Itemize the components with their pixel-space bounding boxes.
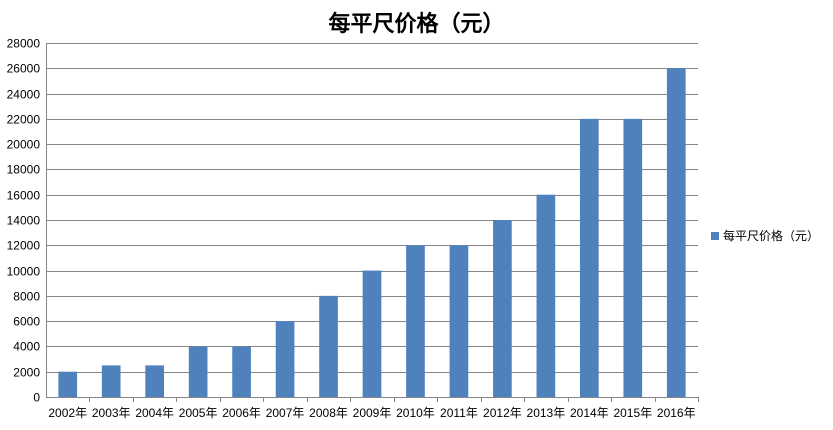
y-tick-label: 24000 — [7, 88, 41, 102]
y-tick-label: 10000 — [7, 265, 41, 279]
y-tick-label: 6000 — [13, 315, 40, 329]
legend: 每平尺价格（元） — [711, 228, 819, 243]
x-tick-label: 2006年 — [222, 406, 261, 420]
bar — [362, 270, 382, 397]
x-tick-label: 2015年 — [613, 406, 652, 420]
y-tick-label: 28000 — [7, 37, 41, 51]
y-tick-label: 14000 — [7, 214, 41, 228]
legend-label: 每平尺价格（元） — [723, 228, 819, 243]
x-tick-label: 2010年 — [396, 406, 435, 420]
x-tick-label: 2009年 — [353, 406, 392, 420]
y-tick-label: 2000 — [13, 366, 40, 380]
x-tick-label: 2016年 — [657, 406, 696, 420]
y-tick-label: 20000 — [7, 138, 41, 152]
chart-title: 每平尺价格（元） — [328, 12, 505, 37]
x-tick-label: 2007年 — [266, 406, 305, 420]
bar — [145, 365, 165, 397]
y-tick-label: 12000 — [7, 239, 41, 253]
bar — [188, 346, 208, 397]
x-tick-label: 2002年 — [48, 406, 87, 420]
y-tick-label: 18000 — [7, 163, 41, 177]
bar — [101, 365, 121, 397]
bar — [493, 220, 512, 397]
legend-swatch — [711, 232, 719, 240]
y-tick-label: 4000 — [13, 340, 40, 354]
y-tick-label: 26000 — [7, 62, 41, 76]
x-tick-label: 2003年 — [92, 406, 131, 420]
x-tick-label: 2013年 — [527, 406, 566, 420]
y-tick-label: 0 — [33, 391, 40, 405]
bars — [58, 68, 686, 398]
y-tick-label: 16000 — [7, 189, 41, 203]
x-tick-label: 2012年 — [483, 406, 522, 420]
bar — [666, 68, 686, 397]
y-tick-label: 8000 — [13, 290, 40, 304]
bar — [58, 371, 78, 397]
y-tick-label: 22000 — [7, 113, 41, 127]
bar — [579, 118, 599, 398]
bar — [406, 245, 425, 397]
bar — [449, 245, 469, 397]
x-tick-label: 2011年 — [440, 406, 478, 420]
bar — [623, 118, 643, 398]
bar — [275, 321, 295, 397]
x-tick-label: 2014年 — [570, 406, 609, 420]
x-tick-label: 2005年 — [179, 406, 218, 420]
bar — [232, 346, 251, 397]
bar — [319, 295, 338, 397]
bar — [536, 194, 556, 397]
x-tick-label: 2004年 — [135, 406, 174, 420]
x-tick-label: 2008年 — [309, 406, 348, 420]
axes: 0 2000 4000 6000 8000 10000 12000 14000 16000 180… — [7, 37, 699, 420]
